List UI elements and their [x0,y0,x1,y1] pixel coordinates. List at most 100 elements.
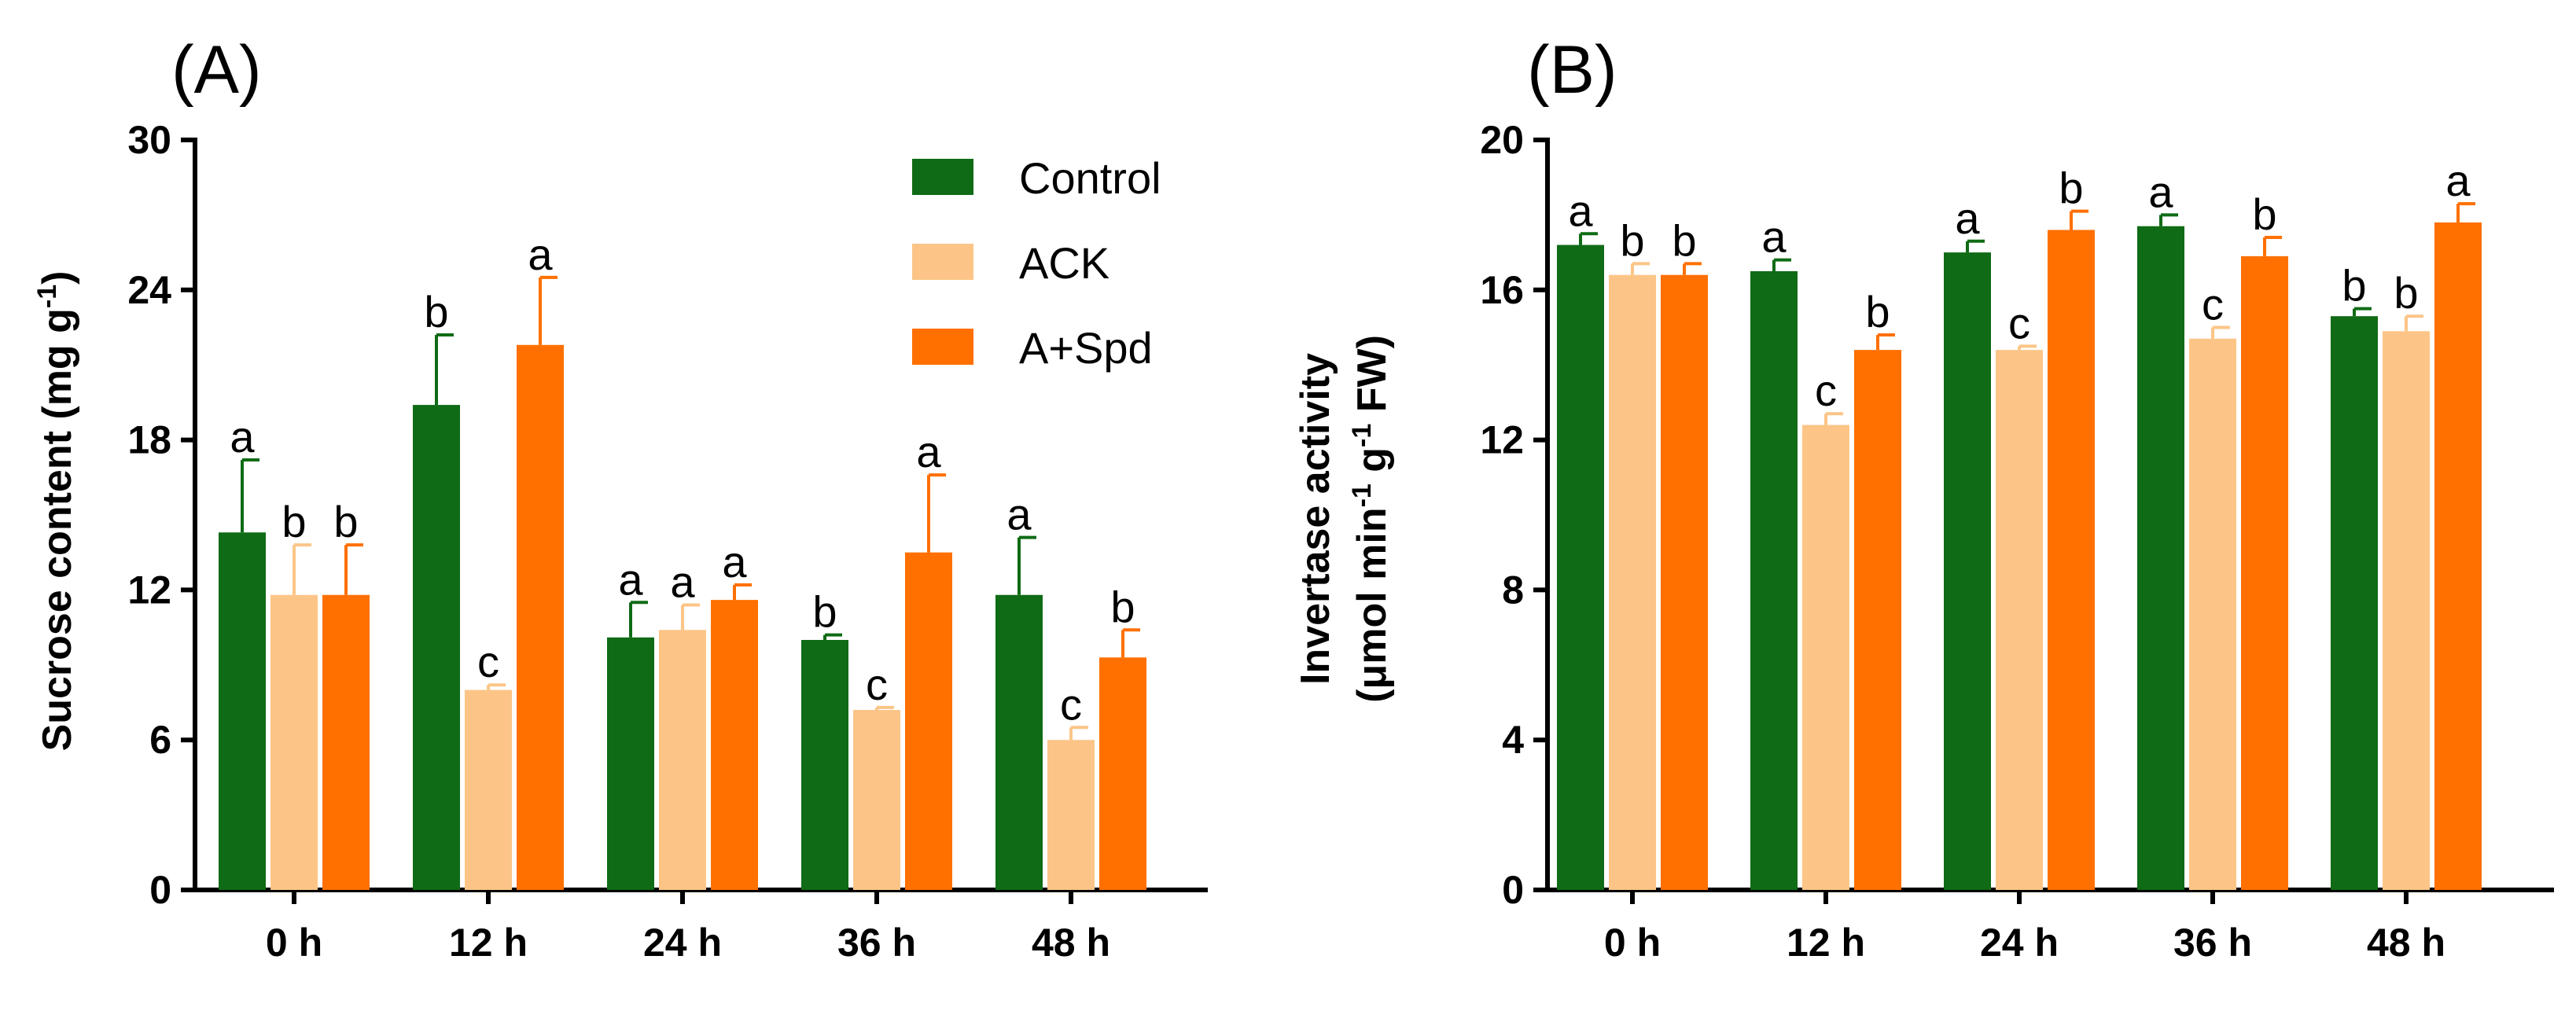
x-tick-label-a-0: 0 h [266,921,322,965]
sig-letter-b-2-3: b [2252,189,2276,239]
sig-letter-a-2-2: a [722,537,747,586]
bar-a-aspd-2 [711,600,758,890]
x-tick-label-a-3: 36 h [837,921,916,965]
bar-a-ack-2 [659,630,706,890]
y-axis-title-b-line2: (μmol min-1 g-1 FW) [1347,335,1395,703]
bar-a-control-1 [413,405,460,890]
legend-swatch-ack [912,244,973,280]
y-tick-label-b-1: 4 [1502,718,1524,762]
bar-b-control-1 [1750,270,1798,890]
y-tick-label-b-3: 12 [1480,418,1524,462]
sig-letter-b-1-1: c [1815,366,1837,415]
sig-letter-a-2-3: a [916,427,941,476]
sig-letter-b-0-2: a [1955,193,1980,243]
bar-a-aspd-3 [905,552,952,890]
y-tick-label-a-3: 18 [127,418,171,462]
bar-b-aspd-1 [1854,350,1901,890]
sig-letter-a-2-0: b [333,497,358,546]
bar-b-aspd-0 [1661,274,1708,891]
bar-a-ack-3 [853,710,900,890]
sig-letter-b-0-3: a [2148,167,2173,216]
y-tick-label-a-5: 30 [127,118,171,162]
sig-letter-b-1-3: c [2202,280,2224,329]
x-tick-label-b-2: 24 h [1980,921,2059,965]
x-tick-label-b-1: 12 h [1787,921,1865,965]
legend: Control ACK A+Spd [912,153,1161,373]
bar-b-control-4 [2331,316,2378,890]
x-tick-label-b-4: 48 h [2367,921,2445,965]
sig-letter-b-1-4: b [2394,268,2418,318]
sig-letter-a-2-4: b [1110,582,1135,631]
legend-swatch-aspd [912,329,973,365]
bar-a-control-0 [219,532,266,890]
sig-letter-a-1-3: c [866,660,888,709]
x-tick-label-b-3: 36 h [2173,921,2252,965]
y-axis-title-b-line1: Invertase activity [1293,353,1338,685]
sig-letter-a-1-0: b [282,497,306,546]
bar-b-ack-1 [1802,425,1849,890]
sig-letter-b-0-0: a [1568,186,1593,235]
sig-letter-a-0-0: a [230,412,255,461]
legend-label-aspd: A+Spd [1019,323,1153,373]
bar-b-control-0 [1557,244,1604,890]
axes-a: 0 6 12 18 24 30 0 h 12 h 24 h 36 h 48 h [127,118,1208,965]
bar-a-control-3 [801,640,848,890]
sig-letter-a-0-3: b [812,587,837,637]
bar-b-aspd-3 [2241,256,2288,890]
bar-b-control-3 [2137,226,2184,891]
sig-letter-a-1-2: a [670,557,695,606]
sig-letter-b-2-2: b [2059,164,2083,213]
bar-b-ack-0 [1609,274,1656,891]
sig-letter-a-0-4: a [1006,490,1032,539]
sig-letter-b-2-4: a [2445,156,2471,205]
sig-letter-b-0-4: b [2342,261,2366,311]
sig-letter-b-1-0: b [1620,215,1644,265]
y-tick-label-a-1: 6 [149,718,171,762]
sig-letter-a-1-1: c [477,637,499,686]
bar-a-aspd-1 [517,344,564,890]
y-axis-title-a: Sucrose content (mg g-1) [32,271,80,752]
panel-label-a: (A) [171,32,262,108]
chart-panel-b: (B) Invertase activity (μmol min-1 g-1 F… [1293,32,2554,965]
legend-label-ack: ACK [1019,238,1110,288]
legend-label-control: Control [1019,153,1161,203]
sig-letter-a-2-1: a [528,230,553,279]
bar-a-ack-4 [1047,740,1095,890]
bar-a-ack-0 [270,594,318,890]
chart-panel-a: (A) Sucrose content (mg g-1) 06121824300… [32,32,1208,965]
sig-letter-a-1-4: c [1060,679,1082,729]
y-tick-label-a-2: 12 [127,568,171,612]
x-tick-label-b-0: 0 h [1604,921,1661,965]
bar-b-ack-3 [2189,338,2236,890]
y-tick-label-b-2: 8 [1502,568,1524,612]
bar-b-ack-2 [1996,350,2043,890]
bar-a-control-4 [995,594,1043,890]
panel-label-b: (B) [1527,32,1617,108]
sig-letter-b-2-0: b [1672,215,1696,265]
y-tick-label-b-5: 20 [1480,118,1524,162]
sig-letter-b-0-1: a [1761,212,1787,262]
x-tick-label-a-1: 12 h [449,921,528,965]
legend-swatch-control [912,159,973,195]
bar-a-aspd-0 [322,594,370,890]
bar-a-ack-1 [465,689,512,890]
sig-letter-a-0-1: b [424,287,448,336]
bar-b-ack-4 [2383,331,2430,890]
bar-a-aspd-4 [1099,657,1146,890]
y-tick-label-b-4: 16 [1480,268,1524,312]
bar-b-aspd-2 [2048,230,2095,891]
sig-letter-b-2-1: b [1865,287,1890,336]
sig-letter-a-0-2: a [618,554,643,604]
y-tick-label-a-4: 24 [127,268,171,312]
y-tick-label-a-0: 0 [149,868,171,912]
y-tick-label-b-0: 0 [1502,868,1524,912]
bar-b-control-2 [1944,252,1991,891]
x-tick-label-a-4: 48 h [1032,921,1110,965]
sig-letter-b-1-2: c [2008,298,2030,347]
bar-b-aspd-4 [2434,222,2482,890]
x-tick-label-a-2: 24 h [643,921,722,965]
bar-a-control-2 [607,637,654,890]
